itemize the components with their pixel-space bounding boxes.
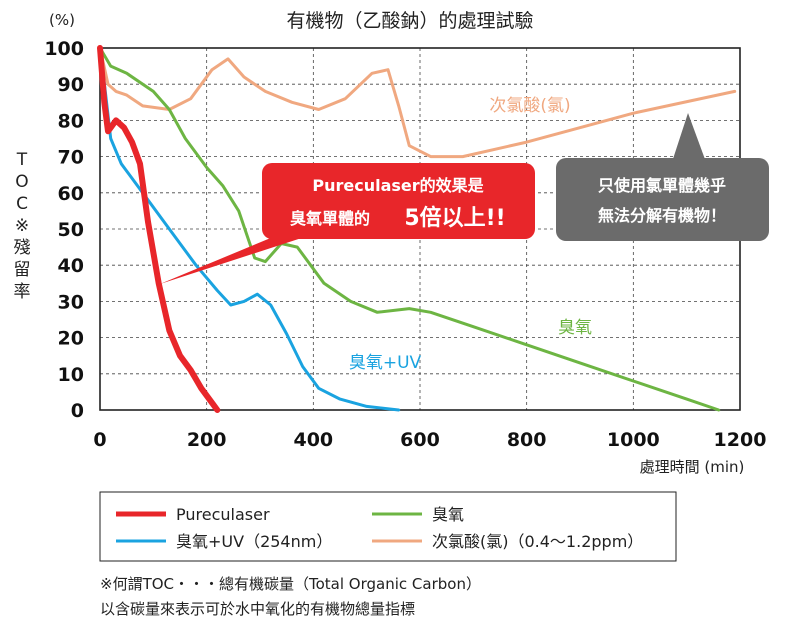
- series-line-hypochlorous: [98, 46, 737, 159]
- legend-label-hypochlorous: 次氯酸(氯)（0.4～1.2ppm）: [432, 532, 643, 551]
- legend-frame: [99, 491, 677, 562]
- legend-label-pureculaser: Pureculaser: [176, 505, 270, 524]
- legend-label-ozone: 臭氧: [432, 505, 464, 524]
- y-axis-label-char: T: [16, 150, 28, 170]
- y-tick-labels: 0 10 20 30 40 50 60 70 80 90 100: [44, 38, 84, 422]
- y-axis-label-char: ※: [15, 216, 29, 236]
- series-lines: [97, 45, 737, 413]
- series-label-ozone-uv: 臭氧+UV: [349, 353, 422, 373]
- y-axis-label-char: 率: [14, 282, 31, 302]
- chart-title: 有機物（乙酸鈉）的處理試驗: [286, 10, 533, 32]
- y-unit-label: (%): [49, 11, 75, 29]
- series-label-hypochlorous: 次氯酸(氯): [489, 96, 570, 116]
- y-axis-label-char: C: [16, 194, 28, 214]
- red-callout-line1: Pureculaser的效果是: [312, 176, 483, 195]
- gray-callout-line2: 無法分解有機物！: [598, 206, 726, 225]
- red-callout-pointer: [160, 232, 320, 284]
- y-tick-label: 30: [58, 291, 84, 313]
- x-tick-label: 1000: [607, 429, 660, 451]
- series-label-ozone: 臭氧: [558, 318, 592, 338]
- y-tick-label: 60: [58, 183, 84, 205]
- x-tick-label: 800: [507, 429, 547, 451]
- y-tick-label: 0: [71, 400, 84, 422]
- red-callout-box: [262, 163, 535, 239]
- gray-callout-line1: 只使用氯單體幾乎: [598, 176, 726, 195]
- y-tick-label: 20: [58, 328, 84, 350]
- y-axis-label-char: 留: [14, 260, 31, 280]
- y-tick-label: 70: [58, 147, 84, 169]
- series-line-ozone: [98, 46, 721, 412]
- series-line-ozone-uv: [98, 46, 401, 412]
- gray-callout-box: [556, 158, 769, 241]
- y-tick-label: 80: [58, 110, 84, 132]
- gray-callout-pointer: [672, 113, 706, 162]
- x-tick-labels: 0 200 400 600 800 1000 1200: [93, 429, 766, 451]
- red-callout-line2b: 5倍以上!!: [404, 205, 505, 231]
- y-tick-label: 90: [58, 74, 84, 96]
- gray-callout: 只使用氯單體幾乎 無法分解有機物！: [556, 113, 769, 241]
- x-axis-label: 處理時間 (min): [640, 458, 745, 476]
- series-line-pureculaser: [97, 45, 221, 413]
- y-tick-label: 100: [44, 38, 84, 60]
- red-callout: Pureculaser的效果是 臭氧單體的 5倍以上!!: [160, 163, 535, 284]
- red-callout-line2a: 臭氧單體的: [290, 209, 370, 228]
- legend-label-ozone-uv: 臭氧+UV（254nm）: [176, 532, 332, 551]
- y-tick-label: 10: [58, 364, 84, 386]
- legend: Pureculaser 臭氧 臭氧+UV（254nm） 次氯酸(氯)（0.4～1…: [99, 491, 677, 562]
- x-tick-label: 0: [93, 429, 106, 451]
- y-axis-label-char: O: [15, 172, 28, 192]
- footnote-line1: ※何謂TOC・・・總有機碳量（Total Organic Carbon）: [100, 575, 481, 593]
- y-axis-label: T O C ※殘留率: [14, 150, 31, 302]
- y-tick-label: 40: [58, 255, 84, 277]
- footnote-line2: 以含碳量來表示可於水中氧化的有機物總量指標: [100, 600, 415, 618]
- y-tick-label: 50: [58, 219, 84, 241]
- x-tick-label: 1200: [714, 429, 767, 451]
- x-tick-label: 200: [187, 429, 227, 451]
- x-tick-label: 400: [293, 429, 333, 451]
- x-tick-label: 600: [400, 429, 440, 451]
- y-axis-label-char: 殘: [14, 238, 31, 258]
